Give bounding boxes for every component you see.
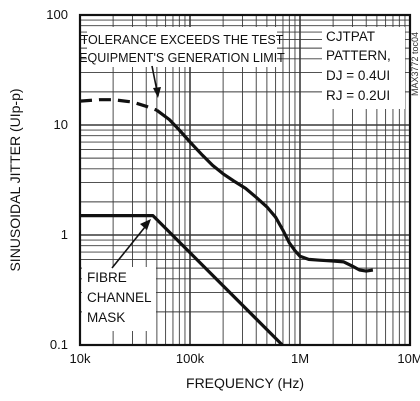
y-tick-label: 0.1 [50, 337, 68, 352]
condition-note-line-4: RJ = 0.2UI [326, 88, 390, 103]
x-tick-label: 10M [397, 351, 420, 366]
tolerance-note-arrowhead [153, 87, 161, 98]
tolerance-note-line-2: EQUIPMENT'S GENERATION LIMIT [79, 51, 285, 65]
series-jitter-tolerance [155, 109, 374, 273]
y-tick-labels: 0.1 1 10 100 [46, 7, 68, 352]
mask-note-arrowhead [140, 219, 151, 230]
x-tick-label: 10k [70, 351, 91, 366]
y-tick-label: 1 [61, 227, 68, 242]
series-fibre-channel-mask [80, 214, 284, 347]
mask-note-pointer [111, 221, 150, 269]
condition-note-line-2: PATTERN, [326, 48, 391, 63]
x-tick-label: 1M [291, 351, 309, 366]
mask-note-line-3: MASK [87, 310, 125, 325]
mask-note-line-2: CHANNEL [87, 290, 152, 305]
plot-frame [78, 13, 412, 347]
mask-note-box [82, 267, 156, 331]
mask-note-line-1: FIBRE [87, 270, 127, 285]
condition-note-line-1: CJTPAT [326, 29, 375, 44]
series-tolerance-dashed [79, 98, 158, 112]
y-tick-label: 100 [46, 7, 68, 22]
condition-note-box [322, 27, 405, 109]
x-tick-labels: 10k 100k 1M 10M [70, 351, 420, 366]
figure-code: MAX3772 toc04 [410, 32, 420, 96]
y-axis-label: SINUSOIDAL JITTER (UIp-p) [7, 88, 23, 271]
y-tick-label: 10 [54, 117, 68, 132]
x-tick-label: 100k [176, 351, 205, 366]
tolerance-note-line-1: TOLERANCE EXCEEDS THE TEST [81, 33, 284, 47]
series-lines [79, 98, 374, 347]
x-axis-label: FREQUENCY (Hz) [186, 375, 304, 391]
condition-note-line-3: DJ = 0.4UI [326, 68, 390, 83]
tolerance-note-box [87, 27, 277, 67]
